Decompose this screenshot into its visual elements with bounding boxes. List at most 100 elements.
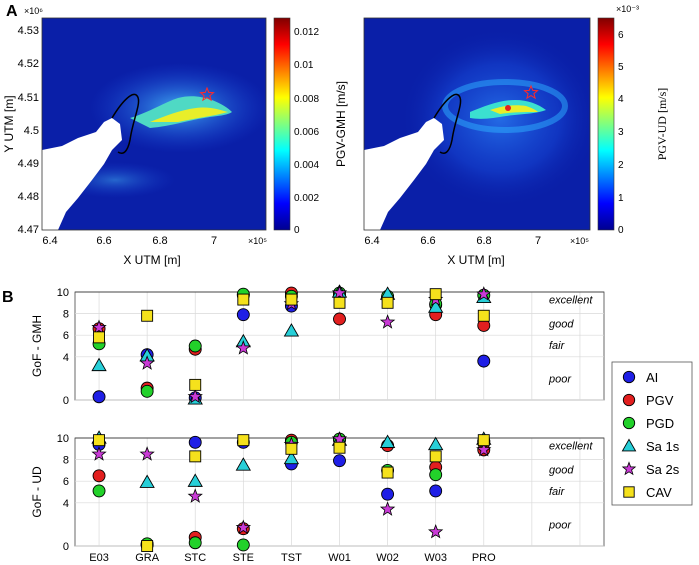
y-tick-label: 6 — [63, 476, 69, 488]
x-category-stc: STC — [184, 552, 206, 564]
colorbar-tick: 3 — [618, 127, 624, 138]
x-tick: 7 — [211, 235, 217, 247]
y-axis-label: GoF - GMH — [30, 315, 44, 377]
marker-pgd-w03: PGD W03: 6.6 — [429, 468, 443, 482]
marker-pgd-stc: PGD STC: 0.3 — [188, 536, 202, 550]
legend-box — [611, 361, 693, 506]
marker-sa-2s-pro: Sa 2s PRO: 9.8 — [476, 286, 492, 301]
marker-ai-ste: AI STE: 7.9 — [236, 308, 250, 322]
marker-ai-stc: AI STC: 9.6 — [188, 435, 202, 449]
marker-sa-1s-stc: Sa 1s STC: 6 — [187, 473, 203, 487]
marker-sa-2s-gra: Sa 2s GRA: 3.4 — [139, 355, 155, 370]
x-category-w03: W03 — [424, 552, 447, 564]
quality-label-poor: poor — [548, 519, 572, 531]
marker-pgv-e03: PGV E03: 6.5 — [92, 469, 106, 483]
x-exponent: ×10⁵ — [248, 236, 267, 246]
marker-sa-1s-tst: Sa 1s TST: 6.4 — [283, 323, 300, 337]
marker-sa-2s-stc: Sa 2s STC: 4.6 — [187, 488, 203, 503]
x-category-pro: PRO — [472, 552, 496, 564]
map-sea-area — [364, 118, 444, 230]
marker-pgd-ste: PGD STE: 0.1 — [236, 538, 250, 552]
y-axis-label: GoF - UD — [30, 466, 44, 518]
marker-cav-w03: CAV W03: 9.8 — [429, 288, 442, 301]
x-category-w02: W02 — [376, 552, 399, 564]
marker-cav-tst: CAV TST: 9.3 — [285, 293, 298, 306]
marker-sa-1s-w02: Sa 1s W02: 9.6 — [379, 434, 396, 448]
colorbar-ticks: 6 5 4 3 2 1 0 — [618, 30, 624, 236]
marker-pgd-gra: PGD GRA: 0.8 — [140, 384, 154, 398]
legend-label-cav: CAV — [646, 485, 672, 500]
legend-marker-sa-2s — [621, 461, 637, 476]
marker-cav-e03: CAV E03: 9.8 — [93, 434, 105, 447]
marker-cav-tst: CAV TST: 9 — [285, 442, 298, 455]
marker-cav-w03: CAV W03: 8.3 — [429, 450, 442, 463]
map-x-label: X UTM [m] — [123, 253, 180, 267]
x-tick: 6.4 — [364, 235, 379, 247]
x-category-labels: E03 GRA STC STE TST W01 W02 W03 PRO — [89, 552, 496, 564]
marker-cav-w01: CAV W01: 9.1 — [333, 441, 346, 454]
marker-cav-pro: CAV PRO: 7.8 — [477, 309, 490, 322]
x-category-ste: STE — [233, 552, 254, 564]
map-ring — [442, 79, 568, 133]
quality-label-good: good — [549, 318, 574, 330]
colorbar-tick: 0.002 — [294, 193, 319, 204]
y-tick: 4.52 — [18, 58, 39, 70]
x-category-tst: TST — [281, 552, 302, 564]
x-tick: 6.8 — [476, 235, 491, 247]
gof-gmh-chart: 0 4 6 8 10 GoF - GMH excellent good fair poor AI E… — [30, 284, 605, 407]
legend-label-sa-1s: Sa 1s — [646, 439, 680, 454]
legend-label-sa-2s: Sa 2s — [646, 462, 680, 477]
marker-ai-w03: AI W03: 5.1 — [429, 484, 443, 498]
colorbar-tick: 4 — [618, 94, 624, 105]
colorbar-tick: 0.01 — [294, 60, 314, 71]
map-amplification-zone — [400, 28, 590, 208]
colorbar-tick: 1 — [618, 193, 624, 204]
y-tick-label: 4 — [63, 352, 69, 364]
colorbar-tick: 0.004 — [294, 160, 319, 171]
y-exponent: ×10⁶ — [24, 6, 43, 16]
panel-label-b: B — [2, 289, 14, 306]
quality-label-good: good — [549, 464, 574, 476]
marker-sa-2s-w01: Sa 2s W01: 9.9 — [331, 285, 348, 300]
colorbar-label: PGV-UD [m/s] — [655, 88, 669, 161]
marker-cav-w02: CAV W02: 6.8 — [381, 466, 394, 479]
legend-label-pgd: PGD — [646, 416, 674, 431]
legend-marker-sa-1s — [621, 438, 637, 452]
marker-cav-gra: CAV GRA: 7.8 — [141, 309, 154, 322]
colorbar-tick: 0.012 — [294, 27, 319, 38]
x-tick: 6.6 — [420, 235, 435, 247]
quality-label-poor: poor — [548, 373, 572, 385]
map-frame — [363, 17, 591, 231]
map-pgv-gmh: 4.53 4.52 4.51 4.5 4.49 4.48 4.47 ×10⁶ Y… — [2, 6, 348, 267]
y-tick-label: 10 — [57, 433, 69, 445]
x-tick: 6.4 — [42, 235, 57, 247]
map-peak-pgv-band — [150, 107, 228, 122]
marker-sa-1s-tst: Sa 1s TST: 8.1 — [283, 450, 300, 465]
colorbar-label: PGV-GMH [m/s] — [334, 81, 348, 167]
y-tick: 4.53 — [18, 25, 39, 37]
marker-sa-2s-w02: Sa 2s W02: 7.2 — [379, 314, 396, 329]
colorbar-exponent: ×10⁻³ — [616, 4, 639, 14]
marker-sa-1s-w03: Sa 1s W03: 8.6 — [428, 299, 444, 313]
y-tick-label: 8 — [63, 455, 69, 467]
marker-pgd-stc: PGD STC: 5 — [188, 339, 202, 353]
marker-cav-w02: CAV W02: 9 — [381, 296, 394, 309]
colorbar-tick: 0.008 — [294, 94, 319, 105]
x-tick: 6.6 — [96, 235, 111, 247]
y-tick-label: 0 — [63, 395, 69, 407]
marker-sa-2s-w02: Sa 2s W02: 3.4 — [379, 501, 396, 516]
marker-ai-w02: AI W02: 4.8 — [381, 487, 395, 501]
marker-sa-2s-gra: Sa 2s GRA: 8.5 — [139, 446, 155, 461]
marker-sa-2s-e03: Sa 2s E03: 6.7 — [91, 319, 107, 335]
quality-label-excellent: excellent — [549, 441, 593, 453]
quality-label-fair: fair — [549, 340, 566, 352]
map-y-label: Y UTM [m] — [2, 95, 16, 152]
marker-sa-2s-ste: Sa 2s STE: 1.7 — [235, 519, 251, 535]
marker-sa-1s-w03: Sa 1s W03: 9.4 — [428, 436, 444, 451]
y-tick: 4.5 — [24, 125, 39, 137]
marker-sa-2s-w03: Sa 2s W03: 1.3 — [428, 523, 444, 539]
marker-cav-stc: CAV STC: 1.4 — [189, 378, 202, 391]
quality-label-fair: fair — [549, 486, 566, 498]
marker-cav-e03: CAV E03: 5.8 — [93, 331, 105, 344]
